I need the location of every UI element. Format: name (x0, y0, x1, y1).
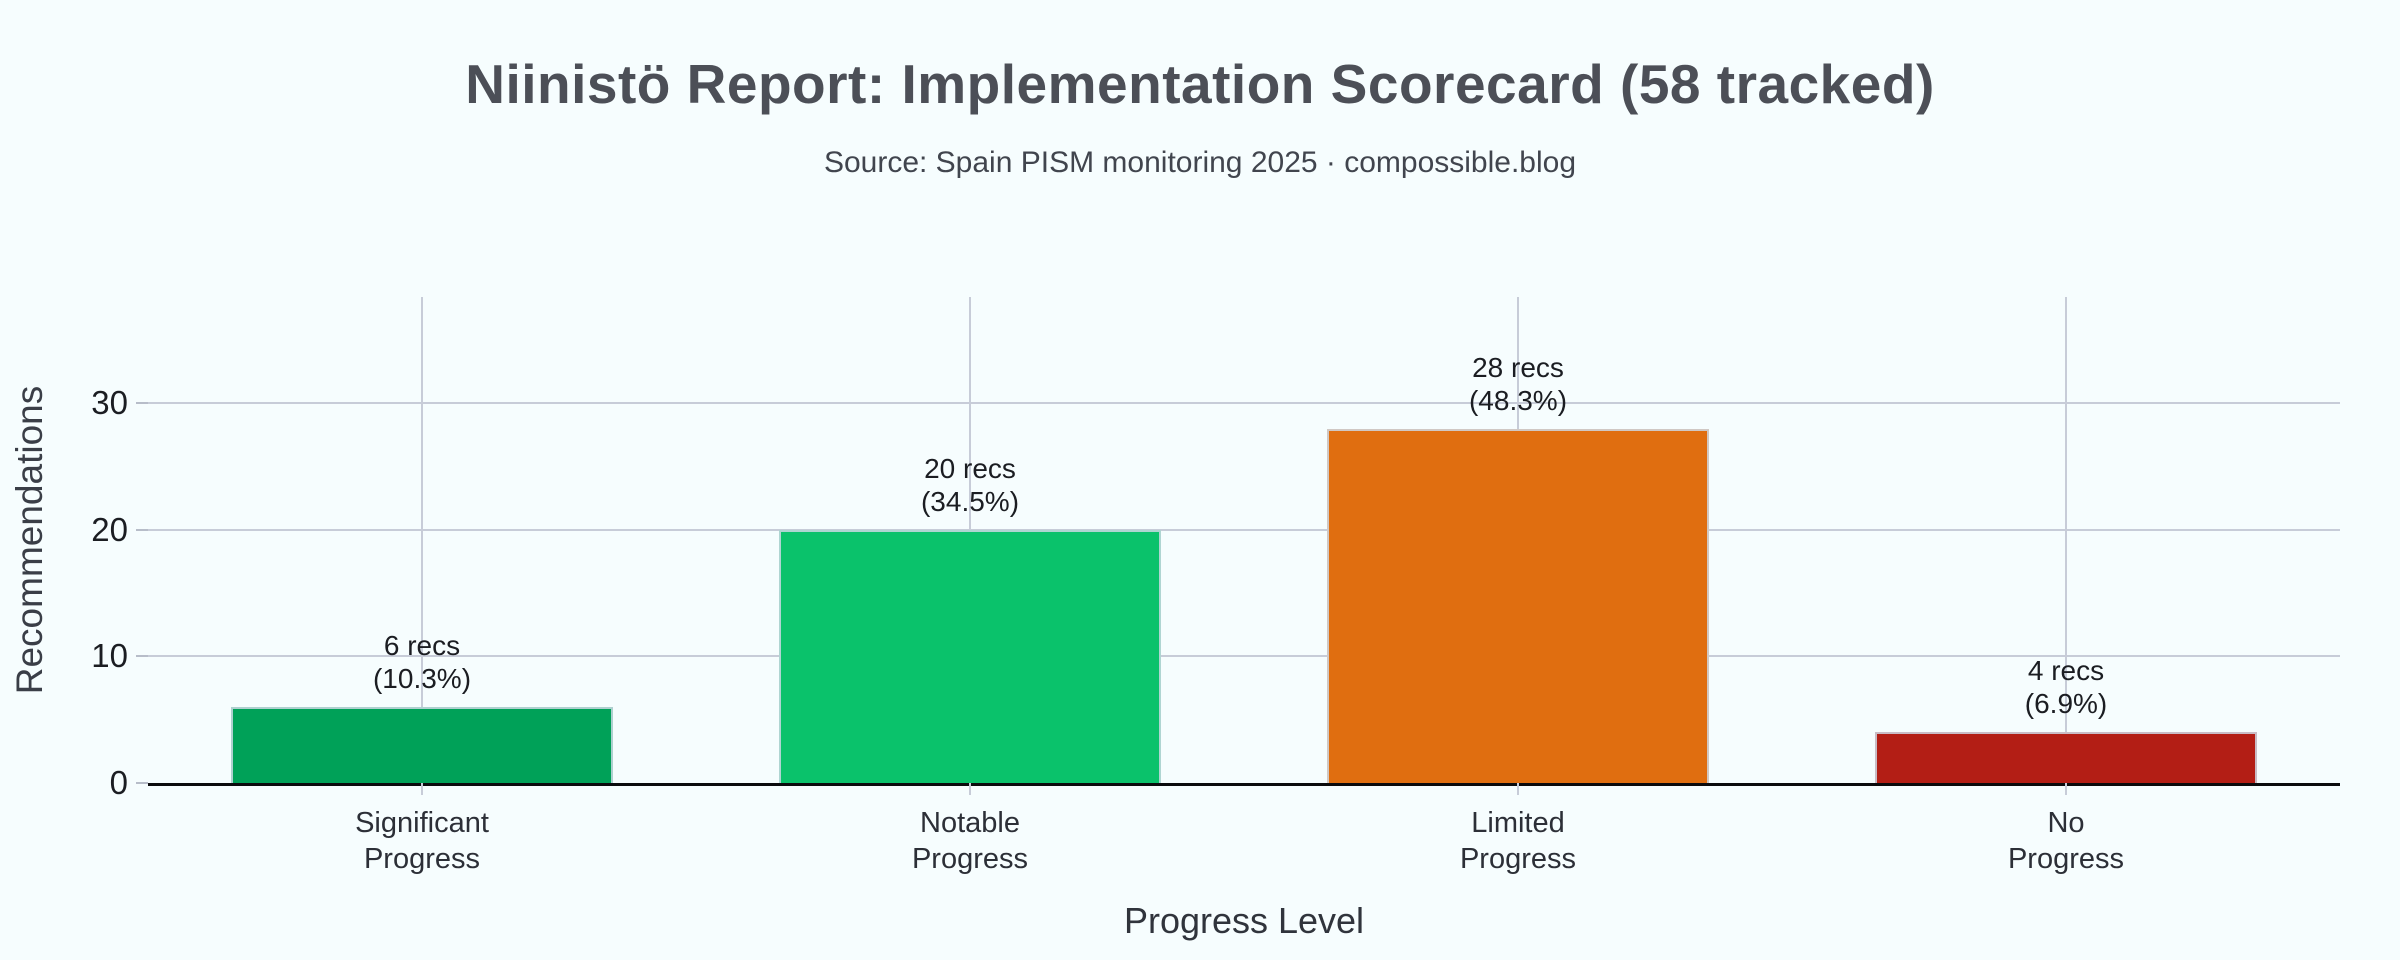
bar-value-label: 28 recs (48.3%) (1468, 351, 1568, 416)
x-category-label: No Progress (2007, 807, 2125, 875)
y-tick (136, 782, 148, 784)
x-category-label: Limited Progress (1459, 807, 1577, 875)
bar-limited-progress (1327, 428, 1709, 783)
chart-subtitle: Source: Spain PISM monitoring 2025 · com… (823, 146, 1577, 179)
v-gridline (421, 297, 423, 795)
y-tick (136, 655, 148, 658)
plot-area: 0 10 20 30 6 recs (10.3%) Significant Progres… (91, 297, 2340, 875)
bar-slot: 28 recs (48.3%) Limited Progress (1244, 297, 1792, 875)
x-axis-title: Progress Level (1123, 900, 1365, 941)
bar-value-label: 6 recs (10.3%) (372, 630, 472, 695)
h-gridline (148, 655, 2340, 658)
bar-notable-progress (779, 529, 1161, 783)
x-category-label: Notable Progress (911, 807, 1029, 875)
h-gridline (148, 402, 2340, 405)
y-tick (136, 528, 148, 531)
bar-value-label: 20 recs (34.5%) (920, 452, 1020, 517)
y-tick (136, 402, 148, 405)
bar-slot: 20 recs (34.5%) Notable Progress (696, 297, 1244, 875)
bar-slot: 6 recs (10.3%) Significant Progress (148, 297, 696, 875)
bar-significant-progress (231, 707, 613, 783)
h-gridline (148, 528, 2340, 531)
y-tick-label: 20 (91, 510, 128, 548)
y-tick-label: 0 (109, 764, 128, 801)
chart-title: Niinistö Report: Implementation Scorecar… (465, 53, 1935, 115)
v-gridline (2065, 297, 2067, 795)
bar-slots: 6 recs (10.3%) Significant Progress 20 rec… (148, 297, 2340, 875)
y-tick-label: 10 (91, 637, 128, 675)
bar-value-label: 4 recs (6.9%) (2024, 655, 2108, 720)
x-category-label: Significant Progress (355, 807, 489, 875)
y-tick-label: 30 (91, 384, 128, 422)
bar-slot: 4 recs (6.9%) No Progress (1792, 297, 2340, 875)
bar-no-progress (1875, 732, 2257, 783)
